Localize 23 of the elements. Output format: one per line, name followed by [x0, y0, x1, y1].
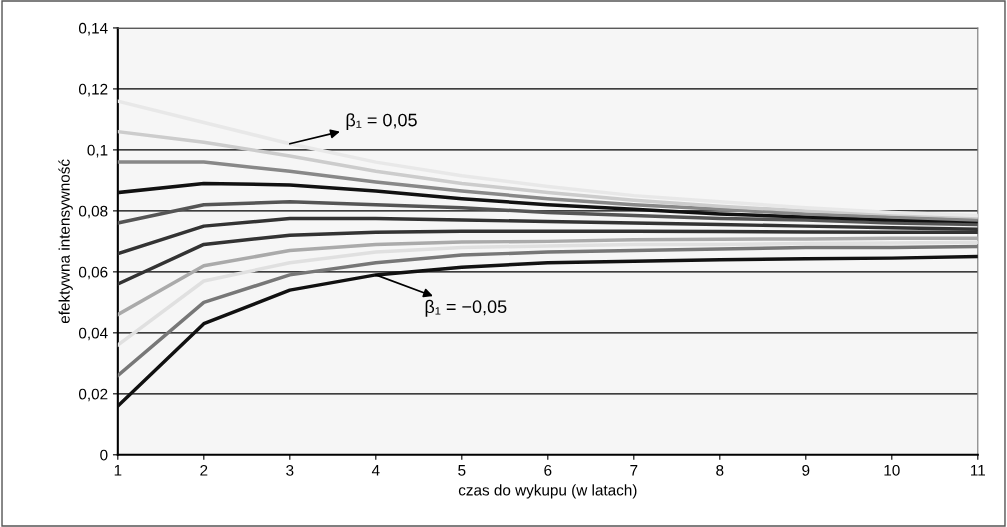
x-axis-title: czas do wykupu (w latach) [458, 484, 637, 499]
x-tick-label: 11 [971, 465, 985, 476]
y-tick-label: 0,08 [78, 205, 108, 219]
annotation: β₁ = −0,05 [425, 299, 507, 317]
x-tick-label: 6 [544, 464, 552, 476]
x-tick-label: 9 [802, 464, 810, 476]
y-tick-label: 0,04 [78, 327, 108, 341]
annotation: β₁ = 0,05 [346, 113, 417, 130]
x-tick-label: 2 [200, 464, 208, 476]
y-tick-label: 0 [100, 449, 108, 461]
x-tick-label: 5 [458, 465, 466, 476]
y-axis-title: efektywna intensywność [58, 159, 73, 324]
y-tick-label: 0,1 [87, 144, 108, 158]
y-tick-label: 0,06 [78, 266, 108, 280]
x-tick-label: 7 [630, 465, 638, 476]
x-tick-label: 1 [114, 465, 122, 476]
x-tick-label: 4 [371, 465, 380, 476]
y-tick-label: 0,02 [78, 388, 108, 402]
y-tick-label: 0,12 [78, 83, 108, 97]
x-tick-label: 10 [884, 464, 900, 476]
y-tick-label: 0,14 [78, 22, 108, 36]
x-tick-label: 8 [716, 464, 724, 476]
x-tick-label: 3 [286, 464, 294, 476]
